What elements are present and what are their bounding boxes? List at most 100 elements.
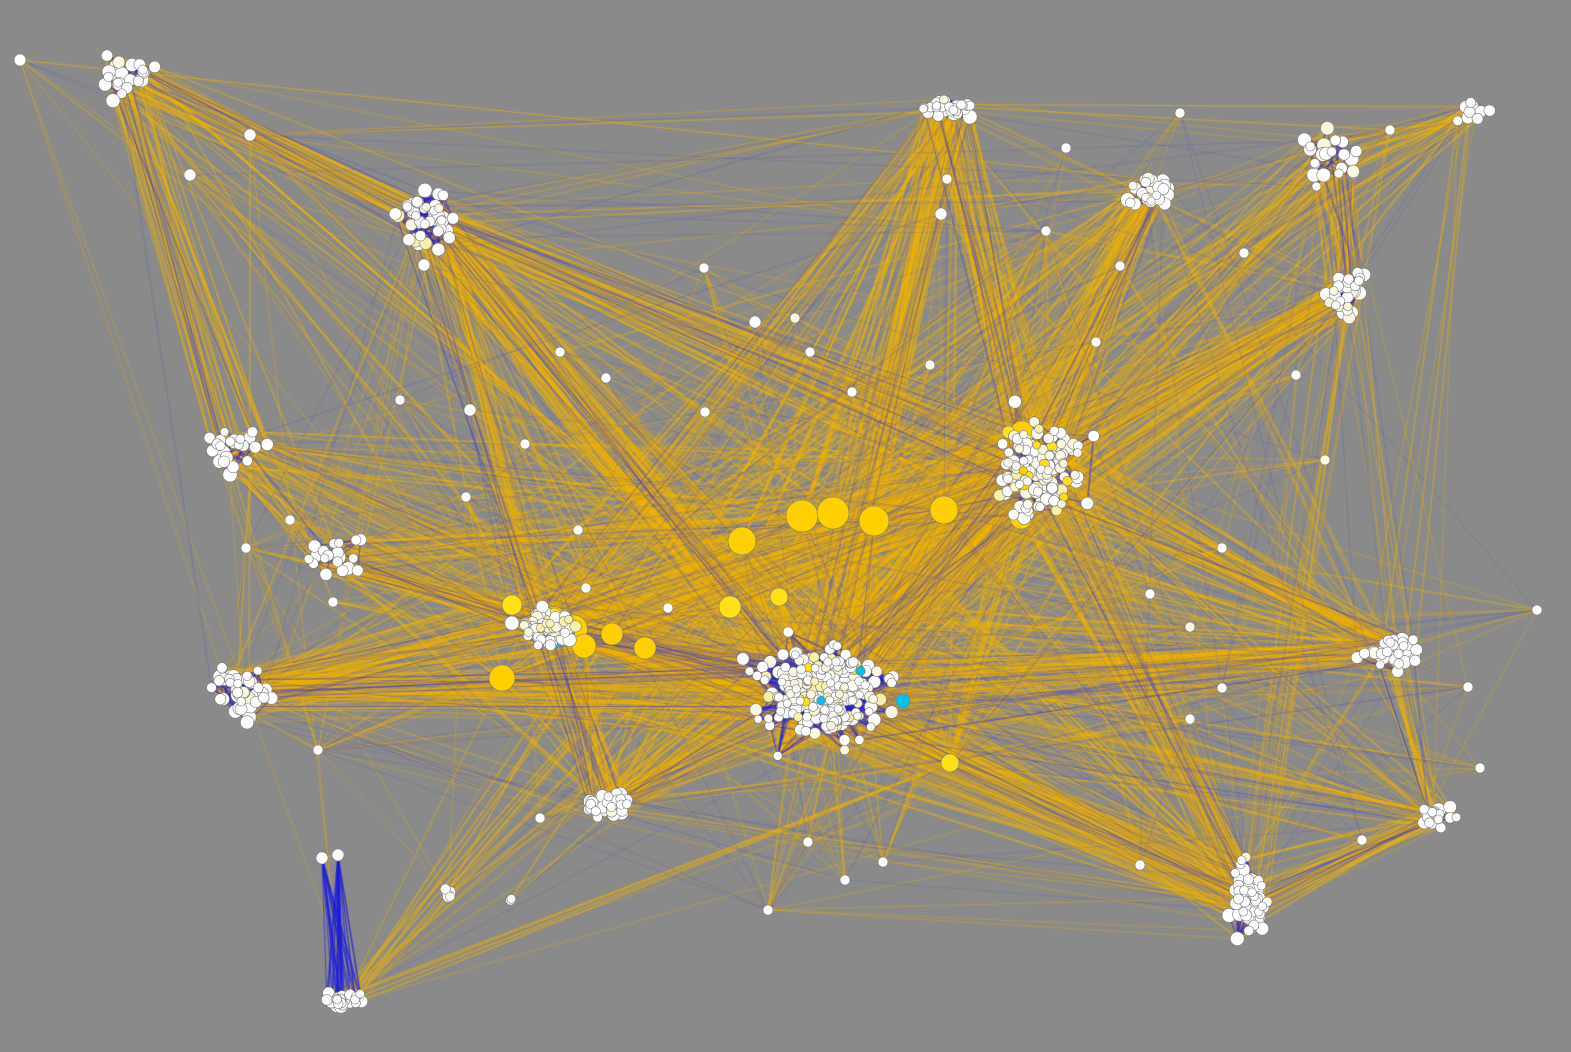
graph-node[interactable] <box>235 434 246 444</box>
graph-node[interactable] <box>736 652 750 666</box>
graph-node-satellite[interactable] <box>284 514 296 526</box>
graph-node[interactable] <box>1329 286 1339 296</box>
graph-node[interactable] <box>749 703 763 716</box>
graph-node[interactable] <box>782 626 794 638</box>
graph-node[interactable] <box>442 231 456 244</box>
graph-node[interactable] <box>847 656 859 668</box>
graph-node[interactable] <box>559 627 570 638</box>
graph-node[interactable] <box>1003 447 1014 458</box>
graph-node[interactable] <box>332 994 342 1005</box>
graph-node-bridge[interactable] <box>1040 225 1052 237</box>
graph-node-bridge[interactable] <box>1216 682 1228 694</box>
graph-node[interactable] <box>437 189 449 201</box>
graph-node[interactable] <box>939 94 949 105</box>
graph-node[interactable] <box>1443 800 1457 814</box>
graph-node[interactable] <box>744 666 755 676</box>
graph-node[interactable] <box>1433 814 1444 825</box>
graph-node[interactable] <box>585 798 596 810</box>
graph-node[interactable] <box>621 799 632 810</box>
graph-node[interactable] <box>871 665 883 677</box>
graph-node[interactable] <box>860 680 870 690</box>
graph-node[interactable] <box>1125 197 1136 208</box>
graph-node-satellite[interactable] <box>941 173 953 185</box>
graph-node[interactable] <box>1354 275 1364 286</box>
graph-node[interactable] <box>303 554 314 564</box>
graph-node[interactable] <box>215 440 226 451</box>
graph-node[interactable] <box>819 714 829 724</box>
graph-node-satellite[interactable] <box>1114 260 1126 272</box>
graph-node[interactable] <box>402 201 413 212</box>
graph-node-satellite[interactable] <box>394 394 406 406</box>
graph-node-satellite[interactable] <box>1060 142 1072 154</box>
graph-node-satellite[interactable] <box>802 836 814 848</box>
graph-node[interactable] <box>855 666 866 676</box>
graph-node-highlighted[interactable] <box>895 693 911 709</box>
graph-node[interactable] <box>116 88 127 99</box>
graph-node-hub[interactable] <box>488 664 516 692</box>
graph-node[interactable] <box>590 806 601 817</box>
graph-node[interactable] <box>839 744 850 756</box>
graph-node[interactable] <box>853 711 862 721</box>
graph-node[interactable] <box>1238 906 1249 917</box>
graph-node[interactable] <box>1316 167 1331 183</box>
graph-node-satellite[interactable] <box>327 596 339 608</box>
graph-node[interactable] <box>1043 432 1055 444</box>
graph-node[interactable] <box>1346 164 1360 178</box>
graph-node[interactable] <box>213 675 225 687</box>
graph-node-hub[interactable] <box>727 526 757 556</box>
graph-node[interactable] <box>432 225 444 237</box>
graph-node[interactable] <box>410 210 421 221</box>
graph-node[interactable] <box>1398 641 1409 651</box>
graph-node[interactable] <box>402 233 416 247</box>
graph-node[interactable] <box>802 712 812 722</box>
graph-node[interactable] <box>1338 148 1351 161</box>
graph-node[interactable] <box>1424 817 1435 828</box>
graph-node[interactable] <box>1393 658 1404 669</box>
graph-node-hub[interactable] <box>785 499 819 533</box>
graph-node[interactable] <box>1236 855 1247 866</box>
graph-node-bridge[interactable] <box>762 904 774 916</box>
graph-node[interactable] <box>1320 121 1335 136</box>
graph-node[interactable] <box>1452 115 1463 126</box>
graph-node[interactable] <box>1008 394 1022 409</box>
graph-node[interactable] <box>1230 868 1241 878</box>
graph-node-satellite[interactable] <box>417 258 431 272</box>
graph-node-satellite[interactable] <box>572 524 584 536</box>
graph-node[interactable] <box>533 640 543 651</box>
graph-node[interactable] <box>1435 822 1447 834</box>
graph-node[interactable] <box>236 696 246 707</box>
graph-node[interactable] <box>791 684 801 694</box>
graph-node-satellite[interactable] <box>1184 621 1196 633</box>
graph-node[interactable] <box>808 651 820 663</box>
graph-node[interactable] <box>535 600 549 614</box>
graph-node[interactable] <box>132 75 144 87</box>
graph-node[interactable] <box>246 426 258 438</box>
graph-node[interactable] <box>790 650 800 660</box>
graph-node[interactable] <box>506 894 516 904</box>
graph-node[interactable] <box>1032 440 1041 450</box>
graph-node-satellite[interactable] <box>1290 369 1302 381</box>
graph-node[interactable] <box>1358 647 1371 660</box>
graph-node[interactable] <box>569 620 582 633</box>
graph-node-satellite[interactable] <box>699 406 711 418</box>
graph-node[interactable] <box>1015 479 1025 489</box>
graph-node-hub[interactable] <box>929 495 959 525</box>
graph-node[interactable] <box>260 438 274 451</box>
graph-node[interactable] <box>112 77 123 88</box>
graph-node[interactable] <box>866 722 876 732</box>
graph-node[interactable] <box>1230 931 1245 946</box>
graph-node-satellite[interactable] <box>1462 681 1474 693</box>
graph-node[interactable] <box>759 675 770 685</box>
graph-node-satellite[interactable] <box>846 386 858 398</box>
graph-node[interactable] <box>1044 450 1055 461</box>
graph-node[interactable] <box>1407 634 1419 646</box>
graph-node[interactable] <box>1375 660 1385 670</box>
graph-node[interactable] <box>855 690 864 700</box>
graph-node[interactable] <box>762 691 775 703</box>
graph-node[interactable] <box>1059 459 1069 469</box>
graph-node-hub[interactable] <box>718 595 742 619</box>
graph-node[interactable] <box>206 682 217 693</box>
graph-node[interactable] <box>523 627 534 638</box>
graph-node[interactable] <box>1019 456 1029 466</box>
graph-node-satellite[interactable] <box>698 262 710 274</box>
